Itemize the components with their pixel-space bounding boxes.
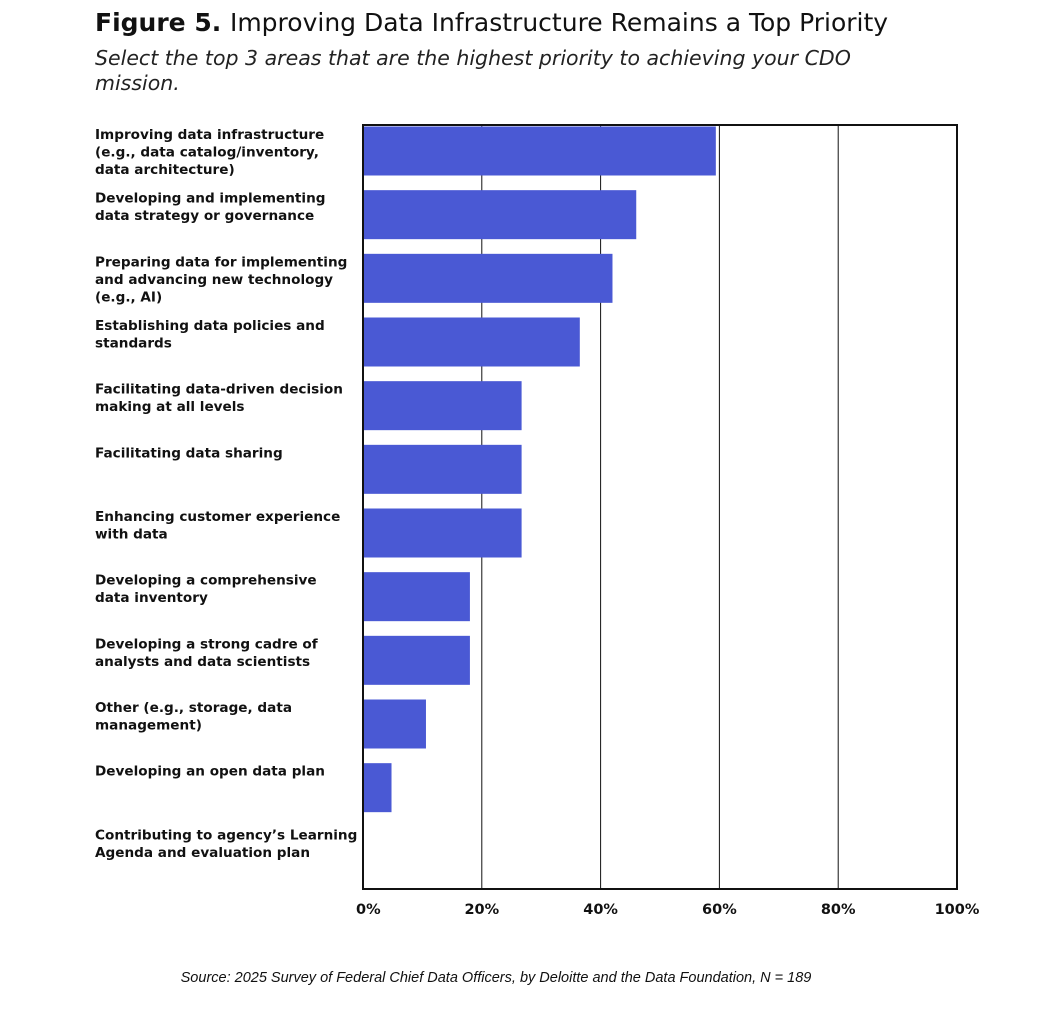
bar-5	[363, 381, 522, 431]
category-label-11: Developing an open data plan	[95, 764, 325, 780]
category-label-line: with data	[95, 527, 168, 543]
category-label-line: and advancing new technology	[95, 272, 333, 288]
category-label-7: Enhancing customer experience with data	[95, 509, 340, 543]
x-tick-label-20: 20%	[464, 902, 499, 918]
category-label-line: (e.g., data catalog/inventory,	[95, 145, 319, 161]
chart-title: Figure 5. Improving Data Infrastructure …	[95, 6, 888, 40]
category-label-3: Preparing data for implementing and advan…	[95, 254, 347, 305]
plot-frame	[362, 124, 958, 890]
category-label-line: Facilitating data sharing	[95, 445, 283, 461]
category-label-1: Improving data infrastructure (e.g., data…	[95, 127, 324, 178]
category-label-12: Contributing to agency’s Learning Agenda …	[95, 827, 357, 861]
bar-chart: Improving data infrastructure (e.g., data…	[95, 124, 980, 918]
category-label-line: Facilitating data-driven decision	[95, 382, 343, 398]
chart-subtitle: Select the top 3 areas that are the high…	[95, 46, 851, 95]
bars	[363, 126, 716, 813]
category-label-line: data strategy or governance	[95, 208, 314, 224]
category-label-line: Other (e.g., storage, data	[95, 700, 292, 716]
figure-label: Figure 5.	[95, 8, 222, 37]
bar-10	[363, 699, 426, 749]
bar-8	[363, 572, 470, 622]
category-label-line: Contributing to agency’s Learning	[95, 827, 357, 843]
plot-border	[362, 124, 958, 890]
bar-11	[363, 763, 392, 813]
bar-4	[363, 317, 580, 367]
x-axis-tick-labels: 0% 20% 40% 60% 80% 100%	[356, 902, 980, 918]
category-label-line: making at all levels	[95, 399, 245, 415]
category-label-line: data inventory	[95, 590, 208, 606]
category-label-9: Developing a strong cadre of analysts and…	[95, 636, 319, 670]
category-label-8: Developing a comprehensive data inventory	[95, 573, 317, 607]
category-label-line: analysts and data scientists	[95, 654, 310, 670]
category-label-line: Improving data infrastructure	[95, 127, 324, 143]
x-tick-label-80: 80%	[821, 902, 856, 918]
bar-7	[363, 508, 522, 558]
category-label-4: Establishing data policies and standards	[95, 318, 325, 352]
bar-2	[363, 190, 637, 240]
category-label-line: Enhancing customer experience	[95, 509, 340, 525]
bar-3	[363, 253, 613, 303]
category-label-5: Facilitating data-driven decision making …	[95, 382, 343, 416]
gridlines	[481, 125, 839, 889]
x-tick-label-100: 100%	[935, 902, 980, 918]
category-label-line: Developing an open data plan	[95, 764, 325, 780]
category-label-line: Developing and implementing	[95, 191, 326, 207]
category-label-line: Establishing data policies and	[95, 318, 325, 334]
category-label-line: management)	[95, 718, 202, 734]
category-labels: Improving data infrastructure (e.g., data…	[95, 127, 357, 861]
source-note: Source: 2025 Survey of Federal Chief Dat…	[180, 970, 812, 986]
bar-1	[363, 126, 716, 176]
category-label-line: data architecture)	[95, 162, 235, 178]
bar-9	[363, 635, 470, 685]
x-tick-label-0: 0%	[356, 902, 381, 918]
category-label-line: Agenda and evaluation plan	[95, 845, 310, 861]
x-tick-label-40: 40%	[583, 902, 618, 918]
x-tick-label-60: 60%	[702, 902, 737, 918]
category-label-line: Preparing data for implementing	[95, 254, 347, 270]
category-label-line: Developing a strong cadre of	[95, 636, 319, 652]
category-label-line: standards	[95, 336, 172, 352]
title-text: Improving Data Infrastructure Remains a …	[229, 8, 889, 37]
bar-6	[363, 444, 522, 494]
category-label-line: Developing a comprehensive	[95, 573, 317, 589]
category-label-6: Facilitating data sharing	[95, 445, 283, 461]
category-label-2: Developing and implementing data strategy…	[95, 191, 326, 225]
category-label-line: (e.g., AI)	[95, 289, 162, 305]
category-label-10: Other (e.g., storage, data management)	[95, 700, 292, 734]
